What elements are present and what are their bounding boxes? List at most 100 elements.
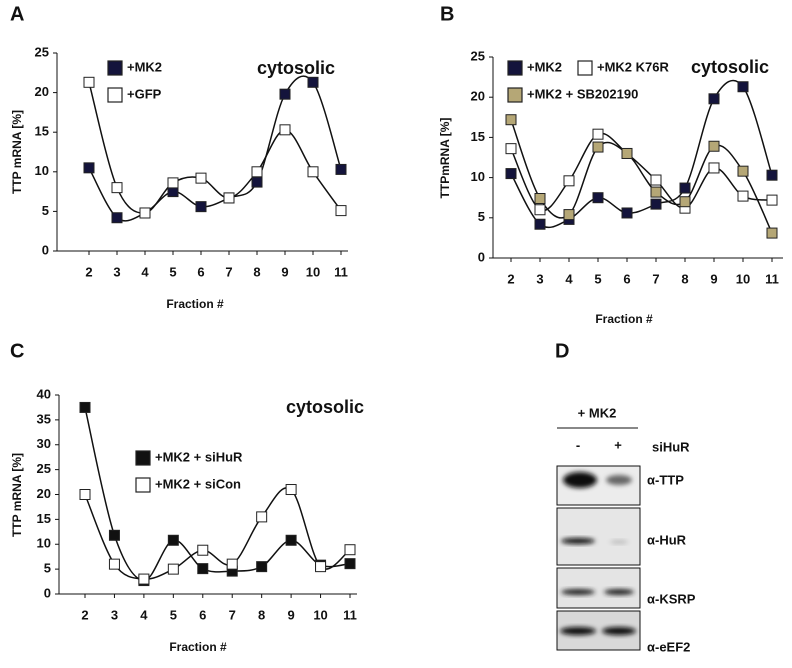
y-tick-label: 30 bbox=[37, 436, 51, 451]
data-point bbox=[111, 182, 123, 194]
band bbox=[561, 589, 595, 595]
legend-swatch bbox=[577, 60, 593, 76]
x-axis-label: Fraction # bbox=[169, 640, 227, 654]
data-point bbox=[737, 190, 749, 202]
data-point bbox=[111, 212, 123, 224]
y-tick-label: 10 bbox=[37, 536, 51, 551]
y-tick-label: 25 bbox=[35, 44, 49, 59]
data-point bbox=[708, 140, 720, 152]
blot-box bbox=[556, 567, 641, 609]
data-point bbox=[139, 207, 151, 219]
x-tick-label: 3 bbox=[111, 607, 118, 622]
data-point bbox=[335, 205, 347, 217]
x-tick-label: 11 bbox=[334, 264, 348, 279]
legend-label: +MK2 bbox=[127, 59, 162, 74]
annotation: cytosolic bbox=[691, 57, 769, 77]
legend-label: +MK2 K76R bbox=[597, 59, 669, 74]
x-tick-label: 8 bbox=[253, 264, 260, 279]
data-point bbox=[167, 563, 179, 575]
x-tick-label: 10 bbox=[313, 607, 327, 622]
data-point bbox=[256, 561, 268, 573]
series-line bbox=[510, 132, 773, 212]
data-point bbox=[344, 558, 356, 570]
y-axis-label: TTP mRNA [%] bbox=[10, 110, 24, 194]
legend-label: +MK2 + siCon bbox=[155, 476, 241, 491]
data-point bbox=[138, 573, 150, 585]
x-tick-label: 3 bbox=[536, 271, 543, 286]
y-axis-label: TTPmRNA [%] bbox=[438, 118, 452, 199]
legend-label: +GFP bbox=[127, 86, 162, 101]
data-point bbox=[737, 165, 749, 177]
data-point bbox=[279, 88, 291, 100]
data-point bbox=[167, 177, 179, 189]
antibody-label: α-eEF2 bbox=[647, 639, 690, 654]
band bbox=[604, 589, 634, 595]
data-point bbox=[108, 558, 120, 570]
legend-swatch bbox=[107, 87, 123, 103]
series-line bbox=[88, 75, 342, 222]
data-point bbox=[534, 218, 546, 230]
legend-label: +MK2 bbox=[527, 59, 562, 74]
data-point bbox=[505, 168, 517, 180]
band bbox=[610, 540, 628, 544]
x-tick-label: 6 bbox=[199, 607, 206, 622]
data-point bbox=[766, 227, 778, 239]
antibody-label: α-TTP bbox=[647, 472, 684, 487]
series-line bbox=[510, 79, 773, 229]
x-tick-label: 2 bbox=[85, 264, 92, 279]
y-tick-label: 25 bbox=[37, 461, 51, 476]
data-point bbox=[650, 174, 662, 186]
y-tick-label: 25 bbox=[471, 48, 485, 63]
x-tick-label: 3 bbox=[113, 264, 120, 279]
data-point bbox=[592, 141, 604, 153]
data-point bbox=[307, 76, 319, 88]
y-tick-label: 15 bbox=[37, 511, 51, 526]
y-tick-label: 15 bbox=[35, 124, 49, 139]
data-point bbox=[79, 489, 91, 500]
legend-swatch bbox=[507, 60, 523, 76]
data-point bbox=[563, 175, 575, 187]
data-point bbox=[679, 196, 691, 208]
data-point bbox=[223, 192, 235, 204]
x-tick-label: 7 bbox=[229, 607, 236, 622]
data-point bbox=[315, 561, 327, 573]
series-line bbox=[84, 407, 351, 582]
y-tick-label: 20 bbox=[471, 89, 485, 104]
data-point bbox=[251, 176, 263, 188]
x-tick-label: 7 bbox=[652, 271, 659, 286]
data-point bbox=[195, 201, 207, 213]
data-point bbox=[256, 511, 268, 523]
x-tick-label: 11 bbox=[765, 271, 779, 286]
data-point bbox=[285, 534, 297, 546]
series-line bbox=[84, 487, 351, 580]
data-point bbox=[197, 563, 209, 575]
data-point bbox=[708, 93, 720, 105]
x-tick-label: 4 bbox=[140, 607, 148, 622]
x-tick-label: 5 bbox=[169, 264, 176, 279]
data-point bbox=[226, 558, 238, 570]
y-tick-label: 5 bbox=[478, 209, 485, 224]
data-point bbox=[766, 194, 778, 206]
data-point bbox=[563, 209, 575, 221]
x-tick-label: 11 bbox=[343, 607, 357, 622]
panel-letter: B bbox=[440, 3, 454, 25]
lane-label: + bbox=[614, 437, 622, 452]
panel-letter: D bbox=[555, 340, 569, 362]
data-point bbox=[592, 128, 604, 140]
data-point bbox=[621, 147, 633, 159]
x-tick-label: 2 bbox=[81, 607, 88, 622]
data-point bbox=[83, 76, 95, 88]
blot-box bbox=[556, 507, 641, 566]
y-tick-label: 10 bbox=[35, 163, 49, 178]
y-tick-label: 40 bbox=[37, 386, 51, 401]
legend-label: +MK2 + siHuR bbox=[155, 449, 243, 464]
band bbox=[563, 472, 597, 488]
x-tick-label: 8 bbox=[258, 607, 265, 622]
x-tick-label: 6 bbox=[623, 271, 630, 286]
data-point bbox=[83, 162, 95, 174]
y-tick-label: 15 bbox=[471, 129, 485, 144]
x-tick-label: 4 bbox=[141, 264, 149, 279]
